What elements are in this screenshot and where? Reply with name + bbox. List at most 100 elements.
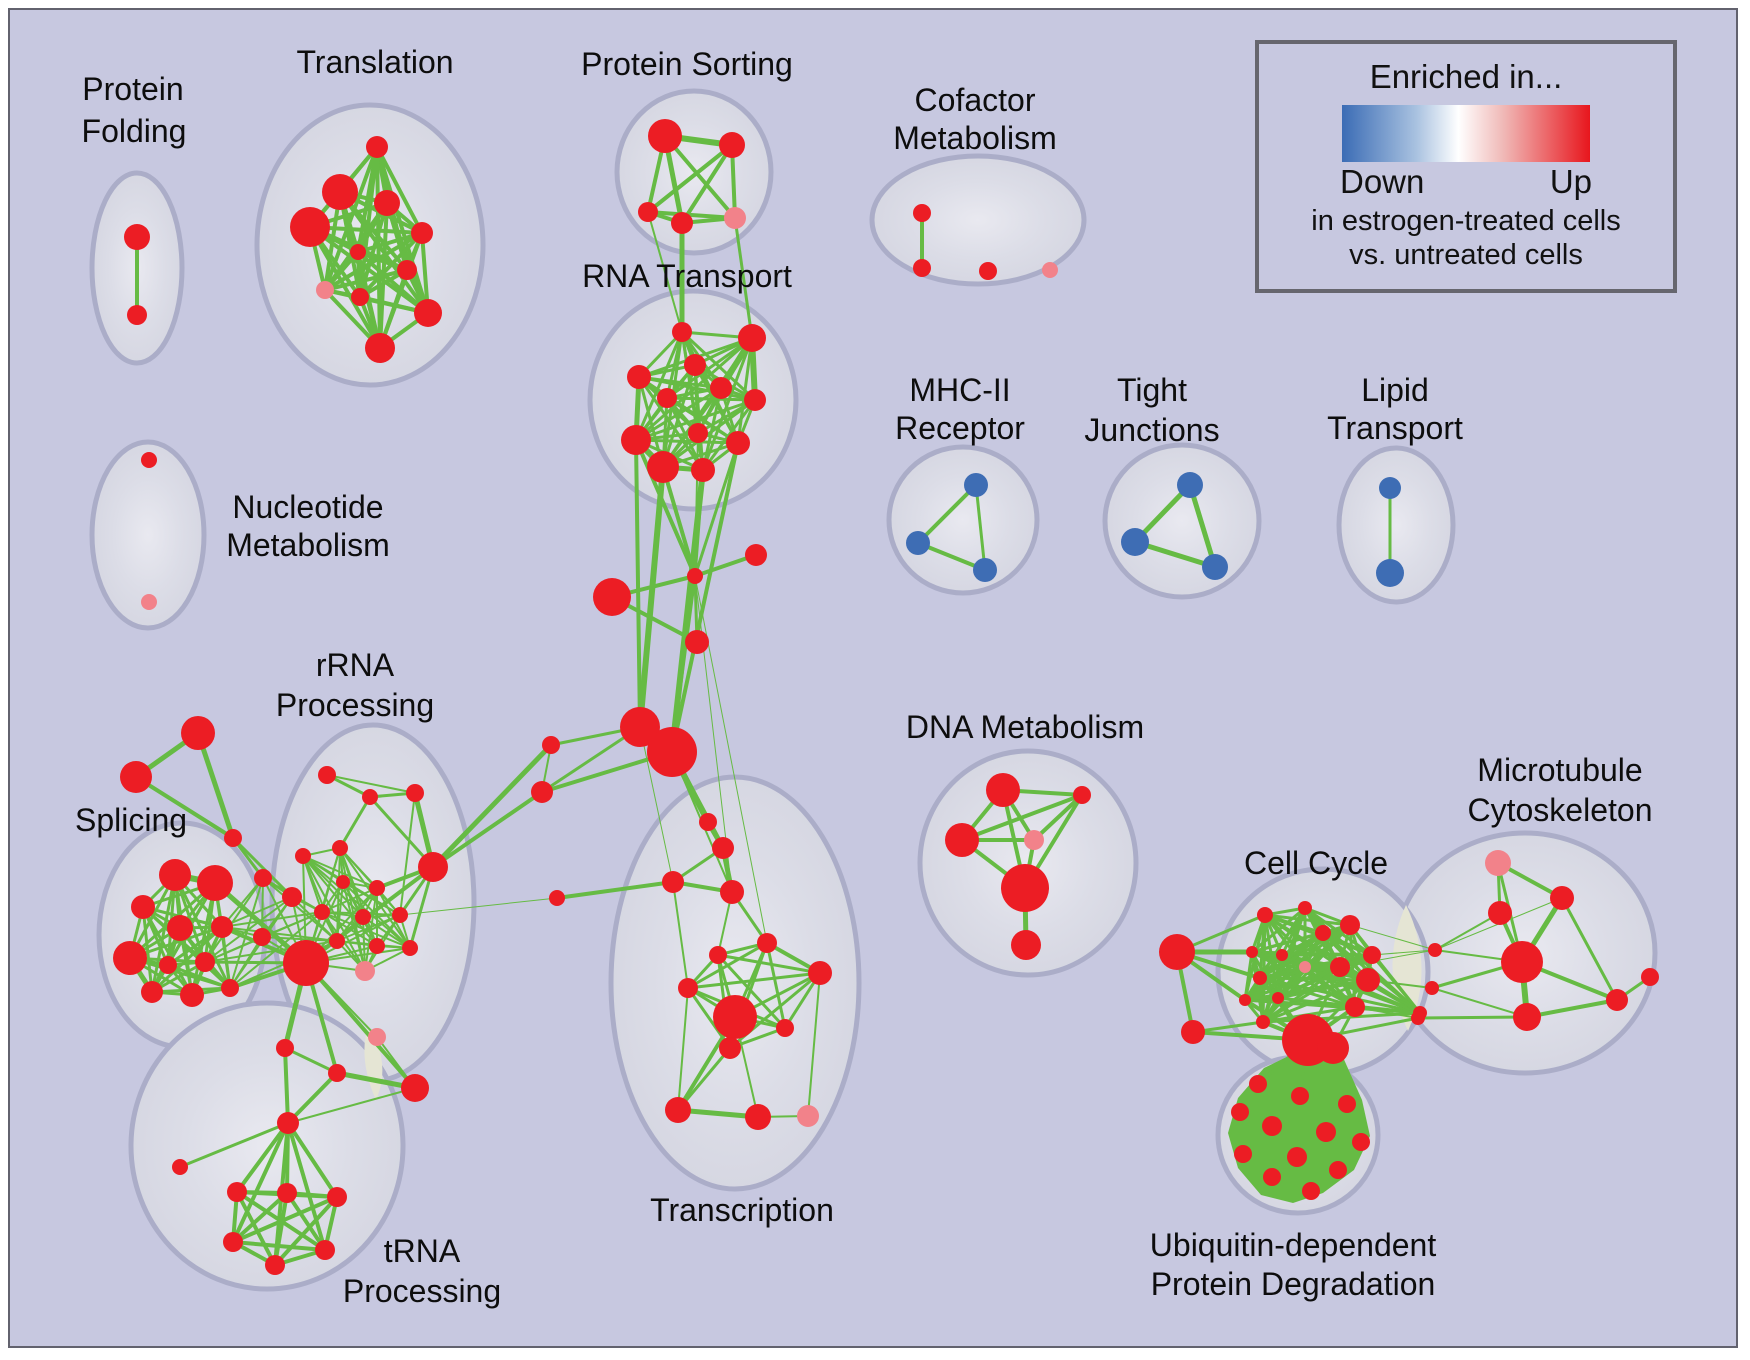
node[interactable] [227,1182,247,1202]
node[interactable] [797,1105,819,1127]
node[interactable] [336,875,350,889]
node[interactable] [672,322,692,342]
node[interactable] [738,324,766,352]
node[interactable] [1338,1095,1356,1113]
node[interactable] [397,260,417,280]
node[interactable] [141,981,163,1003]
node[interactable] [1345,997,1365,1017]
node[interactable] [355,909,371,925]
node[interactable] [684,354,706,376]
node[interactable] [1513,1003,1541,1031]
node[interactable] [402,940,418,956]
node[interactable] [744,389,766,411]
node[interactable] [277,1183,297,1203]
node[interactable] [141,594,157,610]
node[interactable] [745,544,767,566]
node[interactable] [1315,925,1331,941]
node[interactable] [1425,981,1439,995]
node[interactable] [913,259,931,277]
node[interactable] [1011,930,1041,960]
node[interactable] [1501,941,1543,983]
node[interactable] [316,281,334,299]
node[interactable] [172,1159,188,1175]
node[interactable] [368,1028,386,1046]
node[interactable] [221,979,239,997]
node[interactable] [671,212,693,234]
node[interactable] [531,781,553,803]
node[interactable] [1256,1015,1270,1029]
node[interactable] [945,823,979,857]
node[interactable] [713,995,757,1039]
node[interactable] [687,568,703,584]
node[interactable] [973,558,997,582]
node[interactable] [1121,528,1149,556]
node[interactable] [647,451,679,483]
node[interactable] [710,377,732,399]
node[interactable] [127,305,147,325]
node[interactable] [620,707,660,747]
node[interactable] [1246,946,1258,958]
node[interactable] [1159,934,1195,970]
node[interactable] [283,940,329,986]
node[interactable] [1356,968,1380,992]
node[interactable] [691,458,715,482]
node[interactable] [1177,472,1203,498]
node[interactable] [1428,943,1442,957]
node[interactable] [745,1104,771,1130]
node[interactable] [657,388,677,408]
node[interactable] [1641,968,1659,986]
node[interactable] [1001,864,1049,912]
node[interactable] [1550,886,1574,910]
node[interactable] [627,365,651,389]
node[interactable] [906,531,930,555]
node[interactable] [369,880,385,896]
node[interactable] [726,431,750,455]
node[interactable] [1262,1116,1282,1136]
node[interactable] [1330,957,1350,977]
node[interactable] [1316,1122,1336,1142]
node[interactable] [1298,901,1312,915]
node[interactable] [1291,1087,1309,1105]
node[interactable] [351,288,369,306]
node[interactable] [365,333,395,363]
node[interactable] [720,880,744,904]
node[interactable] [211,916,233,938]
node[interactable] [638,202,658,222]
node[interactable] [1181,1020,1205,1044]
node[interactable] [290,207,330,247]
node[interactable] [282,887,302,907]
node[interactable] [411,222,433,244]
node[interactable] [913,204,931,222]
node[interactable] [964,473,988,497]
node[interactable] [1024,830,1044,850]
node[interactable] [986,773,1020,807]
node[interactable] [647,727,697,777]
node[interactable] [593,578,631,616]
node[interactable] [724,207,746,229]
node[interactable] [1263,1168,1281,1186]
node[interactable] [1302,1182,1320,1200]
node[interactable] [401,1074,429,1102]
node[interactable] [181,716,215,750]
node[interactable] [406,784,424,802]
node[interactable] [1231,1103,1249,1121]
node[interactable] [276,1039,294,1057]
node[interactable] [712,837,734,859]
node[interactable] [120,761,152,793]
node[interactable] [329,933,345,949]
node[interactable] [1411,1011,1425,1025]
node[interactable] [1363,946,1381,964]
node[interactable] [808,961,832,985]
node[interactable] [254,869,272,887]
node[interactable] [688,423,708,443]
node[interactable] [124,224,150,250]
node[interactable] [159,859,191,891]
node[interactable] [277,1112,299,1134]
node[interactable] [1485,850,1511,876]
node[interactable] [709,946,727,964]
node[interactable] [327,1187,347,1207]
node[interactable] [374,190,400,216]
node[interactable] [167,915,193,941]
node[interactable] [1272,992,1284,1004]
node[interactable] [131,895,155,919]
